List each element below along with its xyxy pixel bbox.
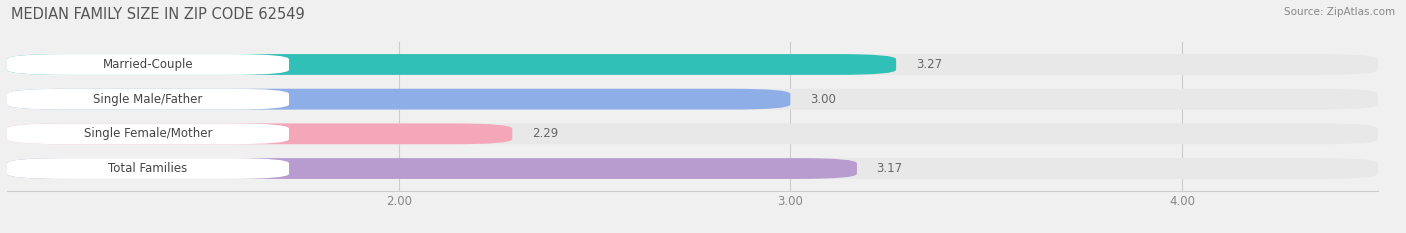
FancyBboxPatch shape (7, 158, 290, 179)
Text: Married-Couple: Married-Couple (103, 58, 194, 71)
Text: Total Families: Total Families (108, 162, 187, 175)
FancyBboxPatch shape (7, 123, 1378, 144)
FancyBboxPatch shape (7, 89, 790, 110)
FancyBboxPatch shape (7, 54, 1378, 75)
Text: 3.27: 3.27 (915, 58, 942, 71)
Text: Source: ZipAtlas.com: Source: ZipAtlas.com (1284, 7, 1395, 17)
Text: Single Female/Mother: Single Female/Mother (84, 127, 212, 140)
FancyBboxPatch shape (7, 123, 512, 144)
FancyBboxPatch shape (7, 54, 896, 75)
Text: 3.17: 3.17 (876, 162, 903, 175)
FancyBboxPatch shape (7, 123, 290, 144)
Text: MEDIAN FAMILY SIZE IN ZIP CODE 62549: MEDIAN FAMILY SIZE IN ZIP CODE 62549 (11, 7, 305, 22)
FancyBboxPatch shape (7, 158, 856, 179)
FancyBboxPatch shape (7, 158, 1378, 179)
FancyBboxPatch shape (7, 89, 290, 110)
FancyBboxPatch shape (7, 54, 290, 75)
FancyBboxPatch shape (7, 89, 1378, 110)
Text: 3.00: 3.00 (810, 93, 835, 106)
Text: 2.29: 2.29 (531, 127, 558, 140)
Text: Single Male/Father: Single Male/Father (93, 93, 202, 106)
